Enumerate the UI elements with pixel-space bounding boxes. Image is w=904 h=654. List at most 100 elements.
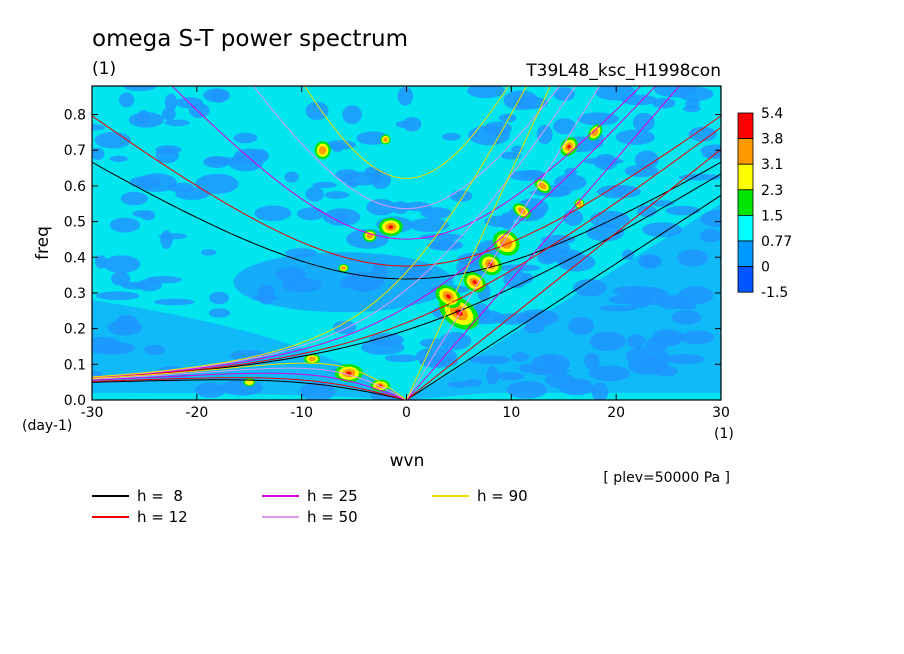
low-power-patch [284,171,299,183]
low-power-patch [554,174,587,191]
low-power-patch [595,86,637,101]
high-power-spot [244,379,254,386]
colorbar-label: 3.1 [761,157,783,173]
high-power-spot [445,294,451,299]
low-power-patch [364,166,382,179]
chart-title: omega S-T power spectrum [92,26,408,52]
low-power-patch [665,205,701,216]
high-power-spot [567,144,571,149]
colorbar-label: 2.3 [761,183,783,199]
low-power-patch [420,207,452,219]
low-power-patch [500,151,522,160]
inertio-gravity-curve [304,86,509,179]
rossby-curve [92,379,407,400]
legend-label: h = 12 [137,508,188,526]
high-power-spot [388,225,394,229]
low-power-patch [95,291,140,301]
x-tick-label: -10 [290,405,313,421]
low-power-patch [164,119,190,127]
high-power-spot [308,356,316,362]
low-power-patch [409,218,450,233]
legend-label: h = 8 [137,487,183,505]
legend-label: h = 90 [477,487,528,505]
colorbar-swatch [737,266,754,293]
inertio-gravity-curve [92,161,721,280]
low-power-patch [175,188,210,200]
low-power-patch [146,276,183,284]
low-power-patch [529,189,569,196]
inertio-gravity-curve [252,86,561,210]
low-power-patch [129,176,162,189]
kelvin-curve [406,86,601,400]
low-power-patch [557,253,596,272]
low-power-patch [200,249,217,256]
colorbar-label: 3.8 [761,132,783,148]
low-power-patch [95,255,108,269]
low-power-patch [402,117,422,132]
low-power-patch [391,201,409,215]
low-power-patch [498,264,541,272]
high-power-spot [539,182,547,190]
low-power-patch [123,86,156,92]
low-power-patch [140,210,156,221]
low-power-patch [678,173,721,181]
low-power-patch [160,230,173,250]
low-power-patch [597,184,641,199]
colorbar-label: 5.4 [761,106,783,122]
low-power-patch [637,205,657,217]
low-power-patch [209,291,230,305]
rossby-curve [92,362,407,400]
low-power-patch [536,124,553,145]
low-power-patch [415,346,458,366]
y-axis-label: freq [33,226,53,260]
low-power-patch [361,339,405,355]
x-tick-label: -30 [81,405,104,421]
high-power-spot [341,266,346,270]
low-power-patch [519,169,546,181]
low-power-patch [682,105,701,113]
colorbar-swatch [737,214,754,242]
low-power-patch [563,209,584,226]
low-power-patch [589,210,630,228]
mrg-curve [92,86,577,378]
y-tick-label: 0.0 [64,393,86,409]
x-axis-label: wvn [390,451,425,471]
kelvin-curve [406,194,721,400]
low-power-patch [119,92,135,108]
colorbar-swatch [737,240,754,268]
low-power-patch [305,186,325,202]
legend-label: h = 25 [307,487,358,505]
low-power-patch [94,131,131,149]
x-unit-label: (1) [714,426,734,442]
y-tick-label: 0.2 [64,322,86,338]
low-power-patch [553,118,576,135]
low-power-patch [233,132,258,144]
low-power-patch [208,308,231,318]
low-power-patch [395,120,411,128]
mrg-curve [92,126,721,379]
x-tick-label: 0 [402,405,411,421]
low-power-patch [342,105,362,125]
low-power-patch [195,173,239,194]
low-power-patch [312,181,337,189]
x-tick-label: 30 [712,405,730,421]
y-tick-label: 0.3 [64,286,86,302]
chart-subtitle-left: (1) [92,59,116,79]
colorbar-swatch [737,112,754,140]
chart-subtitle-right: T39L48_ksc_H1998con [525,61,721,81]
low-power-patch [538,239,571,256]
low-power-patch [103,255,141,274]
kelvin-curve [406,148,721,400]
inertio-gravity-curve [171,86,642,240]
x-tick-label: 10 [502,405,520,421]
low-power-patch [161,107,176,121]
low-power-patch [153,298,195,306]
low-power-patch [120,191,148,206]
low-power-patch [158,233,188,240]
low-power-patch [441,132,461,141]
low-power-patch [345,181,359,188]
low-power-patch [332,320,357,335]
low-power-patch [121,281,148,290]
high-power-spot [472,280,477,285]
